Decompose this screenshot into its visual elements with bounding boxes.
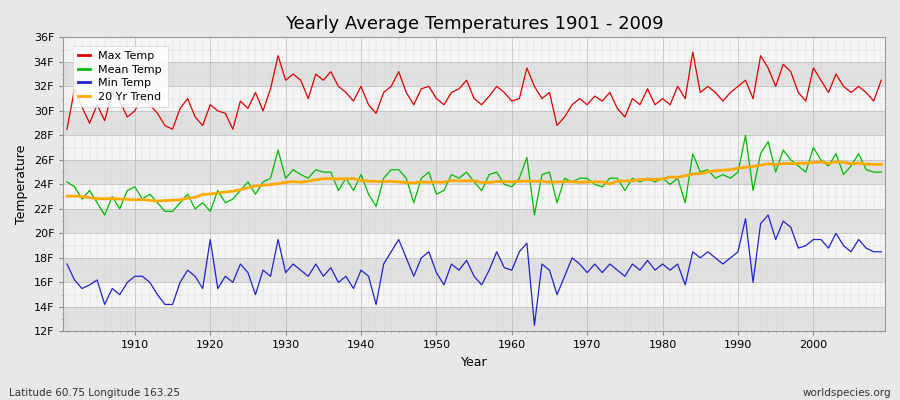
Bar <box>63 282 885 307</box>
Bar <box>63 233 885 258</box>
Y-axis label: Temperature: Temperature <box>15 145 28 224</box>
Bar <box>63 37 885 62</box>
Title: Yearly Average Temperatures 1901 - 2009: Yearly Average Temperatures 1901 - 2009 <box>284 15 663 33</box>
X-axis label: Year: Year <box>461 356 488 369</box>
Bar <box>63 62 885 86</box>
Bar <box>63 184 885 209</box>
Legend: Max Temp, Mean Temp, Min Temp, 20 Yr Trend: Max Temp, Mean Temp, Min Temp, 20 Yr Tre… <box>73 46 167 107</box>
Text: Latitude 60.75 Longitude 163.25: Latitude 60.75 Longitude 163.25 <box>9 388 180 398</box>
Bar <box>63 307 885 332</box>
Bar <box>63 135 885 160</box>
Bar <box>63 209 885 233</box>
Text: worldspecies.org: worldspecies.org <box>803 388 891 398</box>
Bar <box>63 258 885 282</box>
Bar <box>63 111 885 135</box>
Bar <box>63 86 885 111</box>
Bar <box>63 160 885 184</box>
